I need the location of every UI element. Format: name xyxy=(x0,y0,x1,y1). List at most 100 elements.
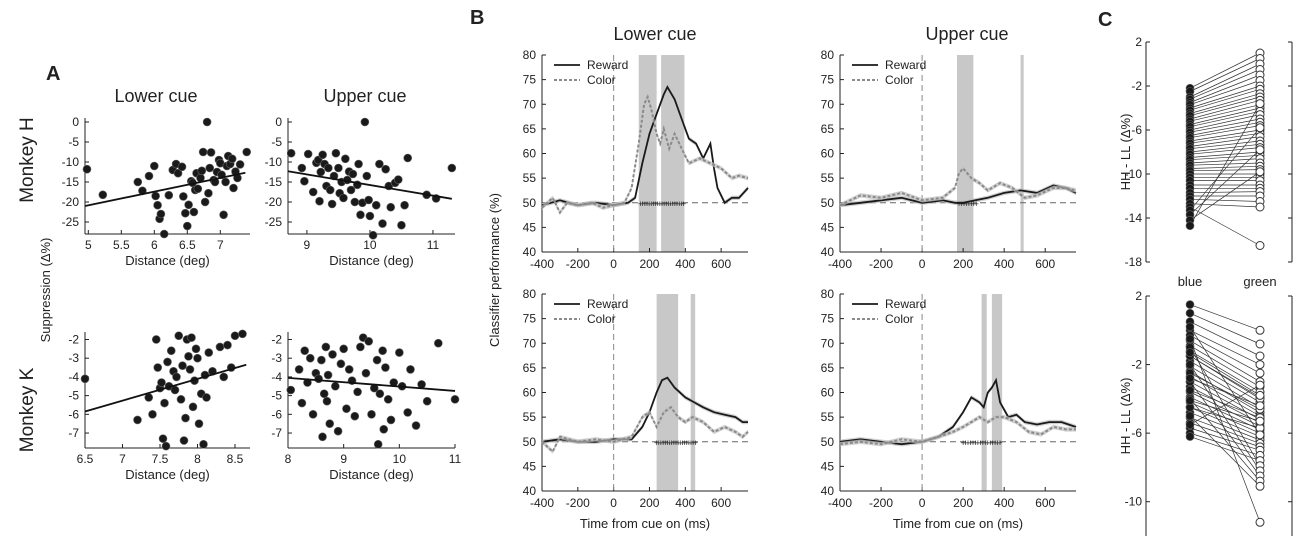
data-point xyxy=(242,147,251,157)
blue-point xyxy=(1185,322,1195,332)
data-point xyxy=(361,368,371,378)
blue-point xyxy=(1185,411,1195,421)
chart-a-monkey-h-lower: 5 5.5 6 6.5 7 0 -5 -10 -15 -20 -25 Distance (deg) xyxy=(62,115,251,268)
data-point xyxy=(373,439,383,449)
data-point xyxy=(386,415,396,425)
x-tick-label: 400 xyxy=(994,496,1014,510)
pair-line xyxy=(1189,99,1261,120)
significance-mark: + xyxy=(666,199,671,209)
green-point xyxy=(1255,401,1265,411)
y-tick-label: -10 xyxy=(1125,167,1143,181)
data-point xyxy=(379,424,389,434)
y-tick-label: 70 xyxy=(821,336,835,350)
data-point xyxy=(300,346,310,356)
significance-mark: + xyxy=(974,199,979,209)
series-line-color xyxy=(839,166,1077,207)
legend-label-color: Color xyxy=(885,73,914,87)
data-point xyxy=(381,363,390,372)
y-tick-label: -2 xyxy=(1131,358,1142,372)
pair-line xyxy=(1189,80,1261,106)
chart-a-monkey-k-upper: 8 9 10 11 -2 -3 -4 -5 -6 -7 Distance (deg) xyxy=(271,332,462,482)
y-tick-label: -20 xyxy=(265,195,283,209)
significance-mark: + xyxy=(644,199,649,209)
x-tick-label: 6.5 xyxy=(179,238,196,252)
data-point xyxy=(197,166,207,176)
data-point xyxy=(172,372,181,382)
data-point xyxy=(308,187,318,197)
data-point xyxy=(305,353,315,363)
significance-mark: + xyxy=(670,199,675,209)
pair-line xyxy=(1189,136,1261,147)
pair-line xyxy=(1189,151,1261,158)
data-point xyxy=(383,395,393,404)
green-point xyxy=(1255,99,1265,109)
chart-c-bottom: 2 -2 -6 -10 HH - LL (Δ%) xyxy=(1118,289,1293,536)
data-point xyxy=(346,185,356,195)
data-point xyxy=(206,148,216,157)
y-tick-label: -10 xyxy=(1125,495,1143,509)
pair-line xyxy=(1189,384,1261,425)
pair-line xyxy=(1189,198,1261,202)
y-tick-label: 45 xyxy=(523,459,537,473)
y-tick-label: -6 xyxy=(1131,123,1142,137)
y-tick-label: -5 xyxy=(271,135,282,149)
pair-line xyxy=(1189,345,1261,388)
data-point xyxy=(151,335,161,344)
significance-mark: + xyxy=(659,199,664,209)
chart-b-bottom-upper: -400 -200 0 200 400 600 40 45 50 55 60 65 70 75 80 Time… xyxy=(821,287,1077,531)
pair-line xyxy=(1189,114,1261,131)
significance-mark: + xyxy=(657,199,662,209)
blue-point xyxy=(1185,360,1195,369)
significance-mark: + xyxy=(959,199,964,209)
legend-label-reward: Reward xyxy=(587,297,628,311)
pair-line xyxy=(1189,321,1261,357)
y-tick-label: 70 xyxy=(523,336,537,350)
significance-mark: + xyxy=(969,199,974,209)
data-point xyxy=(331,148,341,158)
pair-line xyxy=(1189,206,1261,246)
data-point xyxy=(403,153,413,163)
green-point xyxy=(1255,167,1265,177)
significance-band xyxy=(656,294,679,491)
x-tick-label: 7 xyxy=(119,452,126,466)
significance-mark: + xyxy=(970,438,975,448)
data-point xyxy=(133,177,143,187)
pair-line xyxy=(1189,338,1261,523)
data-point xyxy=(386,202,396,212)
a-title-lower: Lower cue xyxy=(114,86,197,106)
data-point xyxy=(328,350,337,359)
x-tick-label: 10 xyxy=(363,238,377,252)
y-tick-label: -25 xyxy=(265,215,283,229)
data-point xyxy=(327,199,337,209)
data-point xyxy=(368,230,378,240)
x-tick-label: 11 xyxy=(427,238,440,252)
data-point xyxy=(316,167,326,177)
data-point xyxy=(187,333,196,342)
significance-mark: + xyxy=(956,199,961,209)
data-point xyxy=(378,346,387,356)
series-line-reward xyxy=(839,184,1077,207)
data-point xyxy=(297,398,307,408)
blue-point xyxy=(1185,385,1195,395)
y-tick-label: -4 xyxy=(68,370,79,384)
data-point xyxy=(82,164,92,174)
pair-line xyxy=(1189,381,1261,477)
pair-line xyxy=(1189,74,1261,103)
data-point xyxy=(325,419,335,428)
significance-mark: + xyxy=(975,438,980,448)
x-tick-label: 600 xyxy=(1035,496,1055,510)
x-tick-label: 600 xyxy=(711,257,731,271)
pair-line xyxy=(1189,407,1261,437)
data-point xyxy=(319,389,329,399)
significance-mark: + xyxy=(667,438,672,448)
y-tick-label: -7 xyxy=(68,426,79,440)
pair-line xyxy=(1189,171,1261,221)
data-point xyxy=(184,352,193,361)
data-point xyxy=(179,436,189,445)
data-point xyxy=(157,378,166,387)
significance-mark: + xyxy=(656,438,661,448)
y-tick-label: 80 xyxy=(821,287,835,301)
y-tick-label: 2 xyxy=(1135,35,1142,49)
green-point xyxy=(1255,360,1265,370)
pair-line xyxy=(1189,143,1261,153)
